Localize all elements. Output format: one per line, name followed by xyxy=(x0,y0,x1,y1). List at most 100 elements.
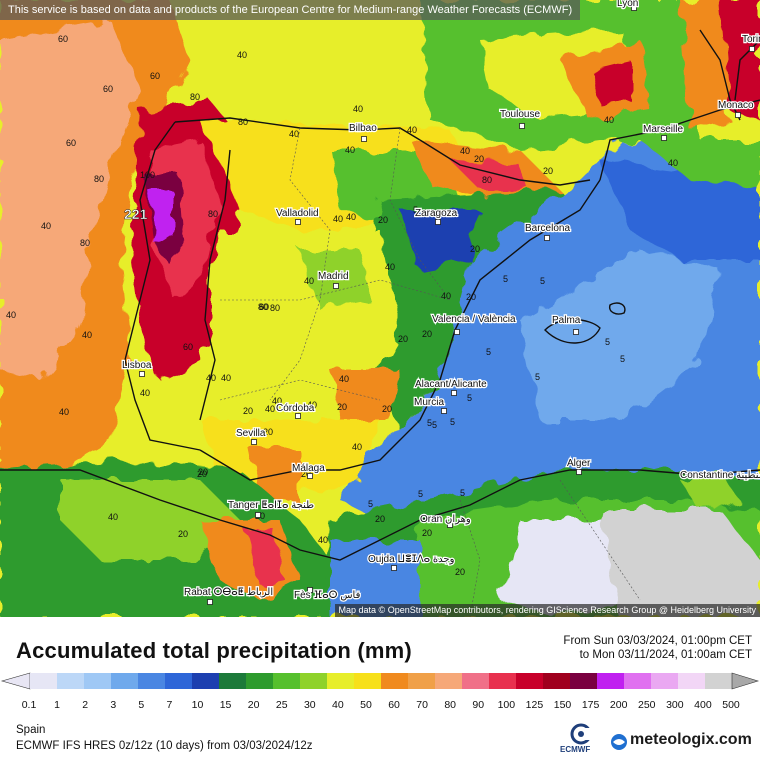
city-label[interactable]: Toulouse xyxy=(499,108,542,122)
colorbar-tick-label: 250 xyxy=(638,699,656,711)
contour-label: 40 xyxy=(460,146,470,156)
colorbar-swatch xyxy=(354,673,381,689)
city-marker xyxy=(295,413,301,419)
city-label[interactable]: Murcia xyxy=(413,396,446,410)
city-marker xyxy=(391,565,397,571)
city-label[interactable]: Torino xyxy=(741,33,760,47)
colorbar-swatch xyxy=(435,673,462,689)
city-label[interactable]: Lyon xyxy=(616,0,640,10)
colorbar-tick-label: 70 xyxy=(416,699,428,711)
city-label[interactable]: Bilbao xyxy=(348,122,379,136)
city-label[interactable]: Alger xyxy=(566,457,593,471)
colorbar-tick-label: 125 xyxy=(526,699,544,711)
meteologix-brand[interactable]: meteologix.com xyxy=(630,731,752,748)
contour-label: 60 xyxy=(66,138,76,148)
city-label[interactable]: Monaco xyxy=(717,99,756,113)
contour-label: 20 xyxy=(178,529,188,539)
city-label[interactable]: Valencia / València xyxy=(431,313,518,327)
city-marker xyxy=(361,136,367,142)
city-label[interactable]: Marseille xyxy=(642,123,685,137)
contour-label: 5 xyxy=(540,276,545,286)
city-label[interactable]: Tanger ⵟⴰⵏⵊⴰ طنجة xyxy=(227,499,316,513)
contour-label: 40 xyxy=(6,310,16,320)
contour-label: 40 xyxy=(352,442,362,452)
city-marker xyxy=(139,371,145,377)
colorbar-tick-label: 25 xyxy=(276,699,288,711)
city-label[interactable]: Oran وهران xyxy=(419,513,472,527)
city-marker xyxy=(307,473,313,479)
contour-label: 40 xyxy=(353,104,363,114)
colorbar-tick-label: 40 xyxy=(332,699,344,711)
city-label[interactable]: Lisboa xyxy=(121,359,153,373)
contour-label: 80 xyxy=(482,175,492,185)
contour-label: 80 xyxy=(238,117,248,127)
contour-label: 40 xyxy=(237,50,247,60)
city-label[interactable]: Sevilla xyxy=(235,427,267,441)
city-label[interactable]: Rabat ⵔⴱⴰⵟ الرباط xyxy=(183,586,275,600)
contour-label: 40 xyxy=(206,373,216,383)
contour-label: 5 xyxy=(503,274,508,284)
contour-label: 20 xyxy=(243,406,253,416)
colorbar: 0.1 1 2 3 5 7 10 15 20 25 30 40 50 60 70 80 90 100 125 150 1… xyxy=(0,672,760,711)
contour-label: 40 xyxy=(108,512,118,522)
city-label[interactable]: Alacant/Alicante xyxy=(414,378,489,392)
colorbar-swatch xyxy=(678,673,705,689)
contour-label: 60 xyxy=(259,302,269,312)
colorbar-swatch xyxy=(597,673,624,689)
contour-label: 20 xyxy=(470,244,480,254)
city-label[interactable]: Constantine قسنطينة xyxy=(679,469,760,483)
contour-label: 40 xyxy=(265,404,275,414)
colorbar-tick-label: 5 xyxy=(138,699,144,711)
contour-label: 20 xyxy=(543,166,553,176)
colorbar-tick-label: 100 xyxy=(498,699,516,711)
contour-label: 40 xyxy=(668,158,678,168)
contour-label: 40 xyxy=(339,374,349,384)
contour-label: 20 xyxy=(422,329,432,339)
contour-label: 5 xyxy=(368,499,373,509)
contour-label: 20 xyxy=(382,404,392,414)
colorbar-tick-label: 15 xyxy=(220,699,232,711)
contour-label: 80 xyxy=(94,174,104,184)
colorbar-tick-label: 7 xyxy=(166,699,172,711)
ecmwf-label: ECMWF xyxy=(560,745,591,754)
colorbar-swatch xyxy=(327,673,354,689)
contour-label: 40 xyxy=(333,214,343,224)
colorbar-swatch xyxy=(192,673,219,689)
colorbar-swatch xyxy=(165,673,192,689)
contour-label: 5 xyxy=(620,354,625,364)
colorbar-swatch xyxy=(84,673,111,689)
period-to: to Mon 03/11/2024, 01:00am CET xyxy=(579,649,752,661)
city-marker xyxy=(544,235,550,241)
city-marker xyxy=(295,219,301,225)
contour-label: 20 xyxy=(466,292,476,302)
contour-label: 40 xyxy=(41,221,51,231)
colorbar-swatch xyxy=(57,673,84,689)
city-label[interactable]: Oujda ⵡⴻⵊⴷⴰ وجدة xyxy=(367,553,456,567)
contour-label: 80 xyxy=(80,238,90,248)
colorbar-swatch xyxy=(219,673,246,689)
city-label[interactable]: Fès ⴼⴰⵙ فاس xyxy=(293,589,362,603)
colorbar-tick-label: 60 xyxy=(388,699,400,711)
contour-label: 40 xyxy=(221,373,231,383)
contour-label: 80 xyxy=(270,303,280,313)
city-label[interactable]: Barcelona xyxy=(524,222,572,236)
colorbar-swatch xyxy=(570,673,597,689)
precipitation-map[interactable]: 60 60 40 80 100 80 40 40 40 40 80 40 40 40 80 80 40 40 80 4… xyxy=(0,0,760,617)
city-label[interactable]: Zaragoza xyxy=(414,207,459,221)
colorbar-arrow-right xyxy=(731,672,760,690)
contour-label: 40 xyxy=(82,330,92,340)
city-label[interactable]: Córdoba xyxy=(275,402,316,416)
contour-label: 20 xyxy=(263,427,273,437)
contour-label: 100 xyxy=(140,170,155,180)
contour-label: 20 xyxy=(337,402,347,412)
colorbar-tick-label: 2 xyxy=(82,699,88,711)
colorbar-swatch xyxy=(624,673,651,689)
city-label[interactable]: Palma xyxy=(551,314,582,328)
city-marker xyxy=(447,522,453,528)
city-marker xyxy=(251,439,257,445)
city-label[interactable]: Valladolid xyxy=(275,207,320,221)
contour-label: 40 xyxy=(345,145,355,155)
colorbar-swatch xyxy=(246,673,273,689)
city-label[interactable]: Madrid xyxy=(317,270,350,284)
city-label[interactable]: Málaga xyxy=(291,462,327,476)
